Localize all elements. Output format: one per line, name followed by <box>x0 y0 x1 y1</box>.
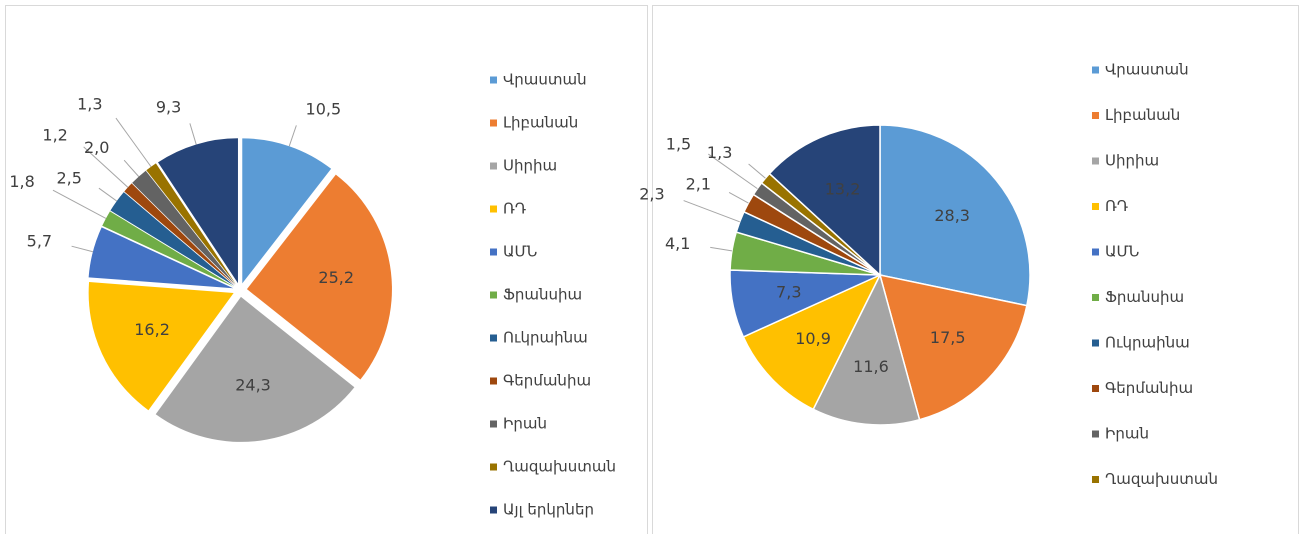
legend-swatch <box>1092 294 1099 301</box>
data-label: 1,3 <box>707 143 732 162</box>
legend-swatch <box>1092 385 1099 392</box>
legend-swatch <box>1092 430 1099 438</box>
legend-label: ԱՄՆ <box>1105 243 1139 261</box>
legend-label: ՌԴ <box>503 200 526 218</box>
legend-label: Վրաստան <box>1105 61 1189 79</box>
legend-swatch <box>490 291 497 299</box>
leader-line <box>83 146 129 188</box>
leader-line <box>710 246 733 252</box>
legend-label: Սիրիա <box>1105 152 1159 170</box>
pie-slice <box>124 183 235 286</box>
data-label: 25,2 <box>318 268 354 287</box>
data-label: 10,9 <box>795 329 831 348</box>
legend-label: Ղազախստան <box>1105 470 1218 488</box>
pie-slice <box>155 296 355 442</box>
legend-swatch <box>1092 339 1099 347</box>
legend-swatch <box>1092 112 1099 119</box>
data-label: 2,3 <box>639 184 664 203</box>
data-label: 13,2 <box>825 179 861 198</box>
leader-line <box>98 187 118 202</box>
pie-slice <box>768 124 881 277</box>
leader-line <box>71 245 94 253</box>
pie-slice <box>242 138 332 284</box>
legend-swatch <box>490 76 497 84</box>
data-label: 2,0 <box>84 138 109 157</box>
legend-swatch <box>490 205 497 213</box>
data-label: 16,2 <box>134 320 170 339</box>
legend-label: Ֆրանսիա <box>1105 288 1184 306</box>
data-label: 2,1 <box>686 174 711 193</box>
leader-line <box>115 117 152 168</box>
pie-slice <box>879 124 1031 307</box>
legend-label: Գերմանիա <box>503 372 591 390</box>
legend-label: Լիբանան <box>1105 106 1180 124</box>
legend-swatch <box>490 420 497 428</box>
leader-line <box>748 163 766 179</box>
data-label: 1,5 <box>666 134 691 153</box>
legend-swatch <box>490 119 497 127</box>
data-label: 9,3 <box>156 98 181 117</box>
legend-label: Ղազախստան <box>503 458 616 476</box>
legend-swatch <box>1092 248 1099 256</box>
leader-line <box>123 159 140 177</box>
data-label: 4,1 <box>665 234 690 253</box>
leader-line <box>708 153 758 190</box>
pie-slice <box>88 282 234 411</box>
legend-swatch <box>1092 203 1099 210</box>
leader-line <box>189 123 197 145</box>
legend-swatch <box>1092 66 1099 74</box>
data-label: 1,8 <box>9 172 34 191</box>
legend-swatch <box>490 248 497 256</box>
pie-slice <box>742 273 882 411</box>
legend-swatch <box>1092 476 1099 483</box>
pie-slice <box>132 170 236 285</box>
pie-slice <box>110 192 235 286</box>
data-label: 10,5 <box>306 100 342 119</box>
pie-slice <box>812 272 921 426</box>
pie-slice <box>102 211 234 287</box>
leader-line <box>683 200 740 223</box>
data-label: 28,3 <box>934 206 970 225</box>
legend-label: Ուկրաինա <box>503 329 588 347</box>
legend-swatch <box>490 463 497 471</box>
data-label: 11,6 <box>853 357 889 376</box>
legend-swatch <box>490 506 497 514</box>
pie-slice <box>157 138 238 284</box>
data-label: 1,2 <box>42 126 67 145</box>
pie-slice <box>246 174 392 380</box>
data-label: 7,3 <box>776 283 801 302</box>
legend-label: Սիրիա <box>503 157 557 175</box>
legend-swatch <box>1092 157 1099 165</box>
legend-swatch <box>490 162 497 170</box>
leader-line <box>288 125 297 147</box>
legend-label: Ուկրաինա <box>1105 334 1190 352</box>
legend-label: Այլ երկրներ <box>503 501 594 519</box>
legend-swatch <box>490 377 497 385</box>
legend-label: Վրաստան <box>503 71 587 89</box>
legend-label: Իրան <box>1105 425 1149 443</box>
leader-line <box>728 192 749 204</box>
leader-line <box>52 189 107 219</box>
pie-slice <box>878 274 1028 421</box>
legend-label: ՌԴ <box>1105 197 1128 215</box>
pie-slice <box>146 163 236 285</box>
legend-label: Լիբանան <box>503 114 578 132</box>
legend-label: Իրան <box>503 415 547 433</box>
legend-label: Գերմանիա <box>1105 379 1193 397</box>
legend-label: Ֆրանսիա <box>503 286 582 304</box>
data-label: 2,5 <box>56 168 81 187</box>
data-label: 24,3 <box>235 376 271 395</box>
legend-swatch <box>490 334 497 342</box>
pie-slice <box>88 227 234 289</box>
data-label: 5,7 <box>27 232 52 251</box>
data-label: 17,5 <box>930 328 966 347</box>
legend-label: ԱՄՆ <box>503 243 537 261</box>
data-label: 1,3 <box>77 95 102 114</box>
